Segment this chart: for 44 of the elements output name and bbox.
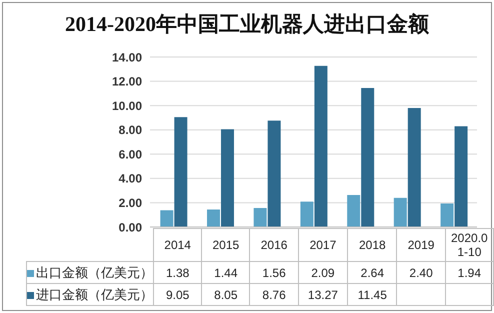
y-tick-label: 4.00 bbox=[118, 172, 142, 186]
data-label: 2.40 bbox=[396, 262, 446, 284]
x-tick-label: 2017 bbox=[298, 228, 348, 262]
data-label: 1.38 bbox=[154, 262, 202, 284]
y-tick-label: 6.00 bbox=[118, 147, 142, 162]
x-tick-label: 2018 bbox=[348, 228, 397, 262]
x-tick-label: 2020.01-10 bbox=[445, 228, 494, 262]
bar bbox=[314, 66, 328, 227]
data-label: 1.56 bbox=[250, 262, 298, 284]
bar bbox=[254, 208, 267, 227]
y-tick-label: 0.00 bbox=[118, 220, 142, 234]
data-label: 9.05 bbox=[154, 284, 202, 306]
bar bbox=[347, 194, 360, 227]
bar bbox=[220, 129, 234, 227]
data-label: 1.44 bbox=[202, 262, 250, 284]
bar bbox=[440, 203, 454, 227]
y-tick-label: 10.00 bbox=[112, 98, 142, 113]
y-tick-label: 14.00 bbox=[112, 50, 142, 64]
bar bbox=[268, 120, 281, 227]
legend-label: 进口金额（亿美元） bbox=[26, 284, 154, 306]
x-tick-label: 2015 bbox=[202, 228, 250, 262]
bar bbox=[408, 108, 421, 227]
data-label: 8.05 bbox=[202, 284, 250, 306]
bar bbox=[300, 202, 314, 227]
data-label: 8.76 bbox=[250, 284, 298, 306]
x-tick-label: 2019 bbox=[396, 228, 446, 262]
chart-title: 2014-2020年中国工业机器人进出口金额 bbox=[64, 11, 430, 38]
y-tick-label: 2.00 bbox=[118, 196, 142, 210]
bar bbox=[206, 210, 220, 227]
bar bbox=[394, 198, 407, 227]
x-tick-label: 2014 bbox=[154, 228, 202, 262]
y-tick-label: 12.00 bbox=[112, 74, 142, 89]
bar bbox=[361, 88, 374, 227]
y-tick-label: 8.00 bbox=[118, 123, 142, 138]
data-label: 2.09 bbox=[298, 262, 348, 284]
data-label: 11.45 bbox=[348, 284, 397, 306]
x-tick-label: 2016 bbox=[250, 228, 298, 262]
bar bbox=[160, 210, 174, 227]
data-label: 1.94 bbox=[445, 262, 494, 284]
data-label: 13.27 bbox=[298, 284, 348, 306]
data-label: 2.64 bbox=[348, 262, 397, 284]
legend-label: 出口金额（亿美元） bbox=[26, 262, 154, 284]
bar bbox=[174, 117, 188, 227]
bar bbox=[454, 126, 468, 227]
